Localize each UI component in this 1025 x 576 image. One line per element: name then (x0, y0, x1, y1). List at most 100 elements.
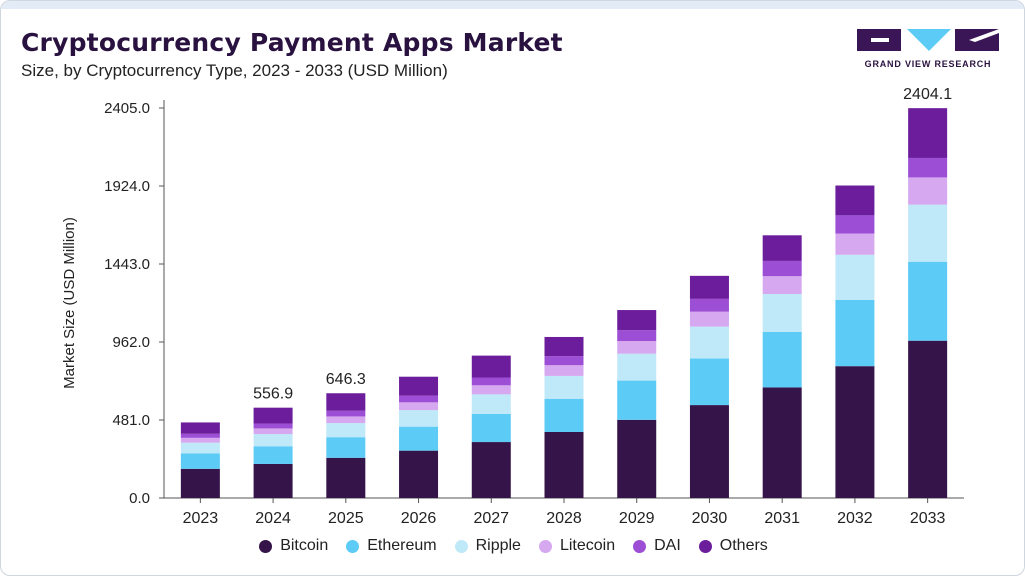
x-tick-label-2027: 2027 (473, 510, 509, 527)
legend-item-dai: DAI (633, 537, 681, 555)
bar-segment-dai-2029 (617, 330, 657, 342)
bar-segment-dai-2032 (835, 215, 875, 234)
bar-segment-others-2030 (689, 275, 729, 299)
bar-segment-dai-2024 (253, 423, 293, 429)
bar-segment-ethereum-2023 (180, 453, 220, 469)
legend-item-ripple: Ripple (454, 537, 521, 555)
bar-segment-others-2032 (835, 185, 875, 216)
bar-segment-litecoin-2023 (180, 437, 220, 443)
bar-segment-dai-2033 (908, 157, 948, 178)
bar-segment-bitcoin-2027 (471, 442, 511, 498)
bar-segment-others-2029 (617, 310, 657, 331)
bar-segment-ethereum-2030 (689, 358, 729, 406)
legend-swatch (633, 539, 647, 553)
bar-segment-bitcoin-2030 (689, 405, 729, 498)
legend-label: Bitcoin (280, 537, 329, 554)
top-accent-bar (1, 1, 1024, 9)
bar-segment-ripple-2032 (835, 254, 875, 300)
bar-segment-ethereum-2033 (908, 261, 948, 341)
bar-segment-bitcoin-2033 (908, 340, 948, 498)
bar-segment-bitcoin-2031 (762, 387, 802, 498)
bar-segment-bitcoin-2025 (326, 457, 366, 498)
bar-segment-litecoin-2031 (762, 276, 802, 294)
bar-segment-others-2031 (762, 235, 802, 261)
x-tick-label-2029: 2029 (619, 510, 655, 527)
legend-label: Others (719, 537, 768, 554)
legend-label: Ethereum (367, 537, 437, 554)
bar-segment-dai-2027 (471, 377, 511, 386)
bar-segment-ripple-2027 (471, 394, 511, 414)
legend-label: DAI (654, 537, 681, 554)
legend-swatch (346, 539, 360, 553)
bar-segment-others-2025 (326, 393, 366, 411)
data-label-2025: 646.3 (326, 371, 366, 388)
grand-view-research-logo (857, 29, 999, 51)
x-tick-label-2030: 2030 (692, 510, 728, 527)
bar-segment-ethereum-2026 (399, 426, 439, 451)
x-tick-label-2026: 2026 (401, 510, 437, 527)
bar-segment-bitcoin-2029 (617, 419, 657, 498)
bar-segment-litecoin-2028 (544, 365, 584, 376)
x-tick-label-2032: 2032 (837, 510, 873, 527)
legend-label: Litecoin (559, 537, 616, 554)
bar-segment-dai-2028 (544, 356, 584, 366)
bar-segment-bitcoin-2023 (180, 468, 220, 498)
bar-segment-ripple-2025 (326, 423, 366, 438)
bar-segment-bitcoin-2032 (835, 366, 875, 498)
legend-item-litecoin: Litecoin (538, 537, 616, 555)
bar-segment-ethereum-2027 (471, 413, 511, 443)
chart-legend: Bitcoin Ethereum Ripple Litecoin DAI Others (1, 537, 1024, 555)
bar-segment-ethereum-2029 (617, 380, 657, 420)
bar-segment-dai-2023 (180, 433, 220, 438)
bar-segment-ethereum-2025 (326, 437, 366, 458)
legend-label: Ripple (475, 537, 521, 554)
bar-segment-ripple-2029 (617, 353, 657, 381)
bar-segment-ripple-2033 (908, 204, 948, 262)
bar-segment-ethereum-2028 (544, 398, 584, 432)
bar-segment-dai-2031 (762, 260, 802, 277)
bar-segment-others-2023 (180, 422, 220, 434)
y-tick-label: 2405.0 (104, 100, 150, 117)
bar-segment-litecoin-2027 (471, 385, 511, 395)
y-tick-label: 0.0 (129, 490, 150, 507)
bar-segment-ripple-2030 (689, 326, 729, 359)
legend-item-others: Others (698, 537, 768, 555)
legend-swatch (698, 539, 712, 553)
bar-segment-dai-2030 (689, 298, 729, 312)
legend-swatch (454, 539, 468, 553)
bar-segment-dai-2026 (399, 395, 439, 403)
legend-item-ethereum: Ethereum (346, 537, 437, 555)
bar-segment-ripple-2026 (399, 410, 439, 427)
bar-segment-litecoin-2029 (617, 341, 657, 354)
x-tick-label-2031: 2031 (764, 510, 800, 527)
legend-item-bitcoin: Bitcoin (259, 537, 328, 555)
x-tick-label-2025: 2025 (328, 510, 364, 527)
x-tick-label-2033: 2033 (910, 510, 946, 527)
bar-segment-ethereum-2024 (253, 446, 293, 464)
bar-segment-litecoin-2032 (835, 233, 875, 255)
bar-segment-others-2028 (544, 336, 584, 357)
data-label-2024: 556.9 (253, 386, 293, 403)
y-axis-label: Market Size (USD Million) (61, 217, 78, 389)
chart-title: Cryptocurrency Payment Apps Market (21, 28, 563, 57)
bar-segment-others-2027 (471, 355, 511, 378)
legend-swatch (538, 539, 552, 553)
bar-segment-ethereum-2032 (835, 300, 875, 367)
bar-segment-litecoin-2024 (253, 428, 293, 435)
bar-segment-others-2033 (908, 108, 948, 158)
y-tick-label: 962.0 (112, 334, 150, 351)
bar-segment-ethereum-2031 (762, 331, 802, 388)
bar-segment-others-2026 (399, 376, 439, 396)
bar-segment-bitcoin-2028 (544, 432, 584, 498)
bar-segment-ripple-2023 (180, 442, 220, 454)
legend-swatch (259, 539, 273, 553)
bar-segment-bitcoin-2024 (253, 463, 293, 498)
bar-segment-ripple-2024 (253, 434, 293, 447)
chart-subtitle: Size, by Cryptocurrency Type, 2023 - 203… (21, 61, 448, 80)
bar-segment-litecoin-2033 (908, 177, 948, 205)
bar-segment-ripple-2031 (762, 294, 802, 332)
bar-segment-litecoin-2026 (399, 402, 439, 411)
bar-segment-others-2024 (253, 407, 293, 424)
